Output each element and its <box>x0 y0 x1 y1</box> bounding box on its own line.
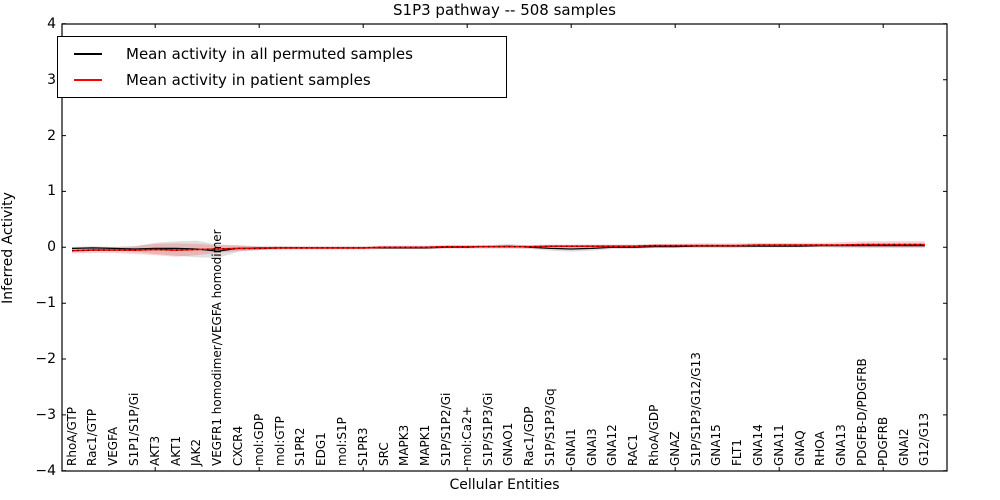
x-tick-label: CXCR4 <box>230 425 245 466</box>
x-tick-label: PDGFB-D/PDGFRB <box>854 358 869 466</box>
x-tick-label: VEGFA <box>106 426 121 466</box>
x-tick-label: GNAI2 <box>896 428 911 466</box>
x-tick-label: GNA12 <box>605 424 620 466</box>
x-tick-label: EDG1 <box>314 432 329 466</box>
x-tick-label: MAPK1 <box>418 424 433 466</box>
x-tick-label: mol:GTP <box>272 416 287 466</box>
y-tick-label: 1 <box>47 183 56 200</box>
x-tick-label: mol:Ca2+ <box>459 406 474 466</box>
x-tick-label: MAPK3 <box>397 424 412 466</box>
legend-label-patient: Mean activity in patient samples <box>126 71 371 90</box>
chart-title: S1P3 pathway -- 508 samples <box>393 1 616 19</box>
x-tick-label: AKT3 <box>147 435 162 466</box>
y-axis-title: Inferred Activity <box>0 192 16 304</box>
x-tick-label: GNAI1 <box>563 428 578 466</box>
point-markers <box>71 243 925 252</box>
x-tick-label: GNA15 <box>709 424 724 466</box>
x-tick-label: GNAI3 <box>584 428 599 466</box>
y-tick-label: −4 <box>35 462 56 479</box>
x-axis-title: Cellular Entities <box>449 477 560 493</box>
x-tick-label: GNA13 <box>834 424 849 466</box>
x-tick-label: G12/G13 <box>917 412 932 466</box>
permuted-band <box>72 240 925 258</box>
x-tick-label: GNAQ <box>792 430 807 466</box>
y-tick-label: 4 <box>47 15 56 32</box>
x-tick-label: SRC <box>376 442 391 466</box>
x-tick-label: GNAO1 <box>501 422 516 466</box>
x-tick-label: S1P/S1P3/Gi <box>480 392 495 466</box>
x-tick-label: RhoA/GTP <box>64 407 79 466</box>
y-tick-label: 3 <box>47 71 56 88</box>
x-tick-label: Rac1/GTP <box>85 408 100 466</box>
x-tick-label: FLT1 <box>730 439 745 466</box>
x-tick-label: JAK2 <box>189 438 204 466</box>
x-tick-label: Rac1/GDP <box>522 406 537 466</box>
x-tick-label: PDGFRB <box>875 416 890 466</box>
x-tick-label: GNA11 <box>771 424 786 466</box>
x-tick-label: mol:GDP <box>251 413 266 466</box>
x-tick-label: RAC1 <box>626 434 641 466</box>
x-tick-label: RhoA/GDP <box>646 404 661 466</box>
patient-line-swatch <box>74 79 102 82</box>
x-tick-label: GNAZ <box>667 431 682 466</box>
y-tick-label: −1 <box>35 295 56 312</box>
x-tick-label: S1PR2 <box>293 427 308 466</box>
x-tick-label: mol:S1P <box>334 417 349 466</box>
permuted-line-swatch <box>74 52 102 55</box>
x-tick-label: S1P1/S1P/Gi <box>126 392 141 466</box>
legend: Mean activity in all permuted samples Me… <box>57 36 507 98</box>
x-tick-label: S1P/S1P2/Gi <box>438 392 453 466</box>
x-tick-label: GNA14 <box>750 424 765 466</box>
y-tick-label: −2 <box>35 351 56 368</box>
x-tick-label: S1PR3 <box>355 427 370 466</box>
legend-label-permuted: Mean activity in all permuted samples <box>126 44 413 63</box>
legend-item-permuted: Mean activity in all permuted samples <box>58 42 506 66</box>
y-tick-label: 0 <box>47 239 56 256</box>
x-tick-label: VEGFR1 homodimer/VEGFA homodimer <box>210 229 225 466</box>
y-tick-label: 2 <box>47 127 56 144</box>
x-tick-label: AKT1 <box>168 435 183 466</box>
legend-item-patient: Mean activity in patient samples <box>58 68 506 92</box>
x-tick-label: S1P/S1P3/Gq <box>542 388 557 466</box>
y-tick-label: −3 <box>35 406 56 423</box>
x-tick-label: S1P/S1P3/G12/G13 <box>688 352 703 466</box>
x-tick-label: RHOA <box>813 431 828 466</box>
